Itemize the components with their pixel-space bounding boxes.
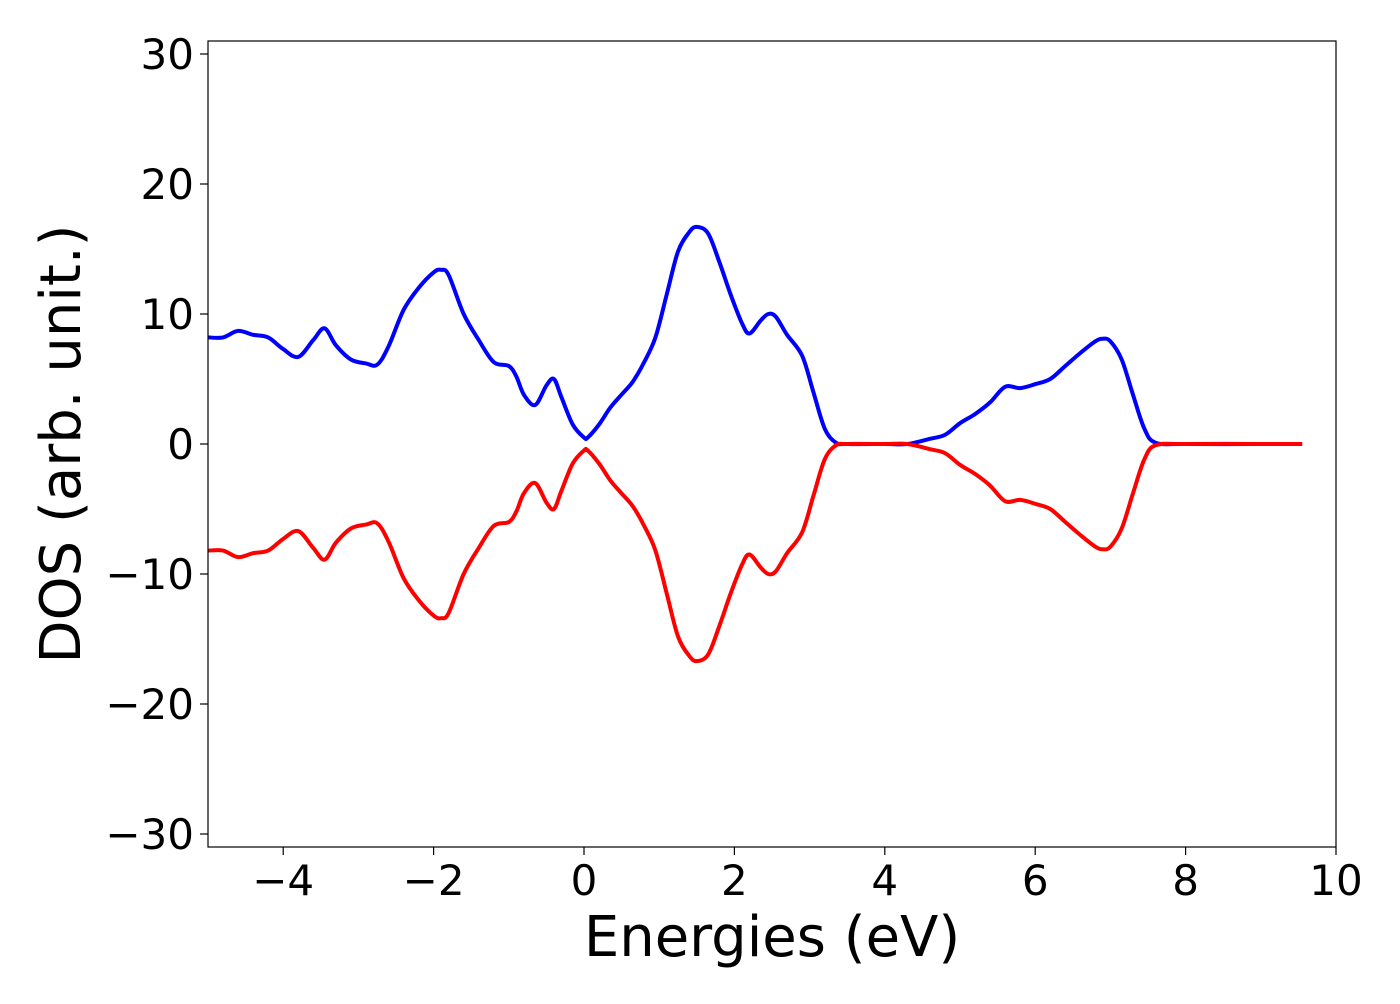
y-tick-label: −20 bbox=[105, 680, 194, 729]
y-axis-title: DOS (arb. unit.) bbox=[29, 224, 94, 663]
x-axis-ticks: −4 −2 0 2 4 6 8 10 bbox=[252, 847, 1363, 905]
y-tick-label: −30 bbox=[105, 810, 194, 859]
x-tick-label: 4 bbox=[871, 856, 898, 905]
x-tick-label: 10 bbox=[1309, 856, 1362, 905]
x-tick-label: −2 bbox=[403, 856, 465, 905]
dos-line-blue bbox=[208, 224, 1303, 447]
y-axis-ticks: −30 −20 −10 0 10 20 30 bbox=[105, 30, 208, 859]
y-tick-label: 30 bbox=[141, 30, 194, 79]
x-tick-label: 8 bbox=[1172, 856, 1199, 905]
x-tick-label: 0 bbox=[571, 856, 598, 905]
x-tick-label: −4 bbox=[252, 856, 314, 905]
x-tick-label: 6 bbox=[1022, 856, 1049, 905]
x-tick-label: 2 bbox=[721, 856, 748, 905]
x-axis-title: Energies (eV) bbox=[584, 905, 960, 970]
series-layer bbox=[208, 224, 1303, 664]
y-tick-label: −10 bbox=[105, 550, 194, 599]
y-tick-label: 10 bbox=[141, 290, 194, 339]
y-tick-label: 20 bbox=[141, 160, 194, 209]
y-tick-label: 0 bbox=[167, 420, 194, 469]
dos-line-red bbox=[208, 441, 1303, 664]
